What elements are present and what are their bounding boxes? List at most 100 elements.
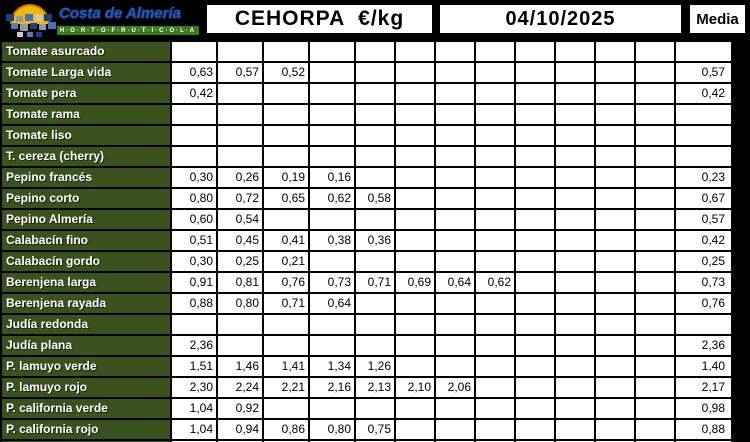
price-cell: [594, 418, 636, 441]
media-cell: 0,57: [674, 208, 733, 231]
report-date: 04/10/2025: [505, 7, 616, 30]
price-cell: [594, 187, 636, 210]
media-cell: 0,23: [674, 166, 733, 189]
price-cell: 0,77: [216, 439, 264, 442]
price-cell: [474, 82, 516, 105]
table-row: P. california rojo 1,04 0,94 0,86 0,80 0,75 0,…: [0, 418, 733, 441]
price-cell: 0,71: [354, 271, 396, 294]
price-cell: [514, 439, 556, 442]
price-cell: [594, 313, 636, 336]
price-cell: [308, 313, 356, 336]
price-cell: 0,54: [216, 208, 264, 231]
price-cell: 0,58: [354, 187, 396, 210]
price-cell: [634, 313, 676, 336]
price-cell: [308, 145, 356, 168]
price-cell: 0,36: [354, 229, 396, 252]
price-cell: [434, 292, 476, 315]
price-cell: [634, 40, 676, 63]
report-title: CEHORPA €/kg: [234, 7, 405, 30]
price-cell: [354, 166, 396, 189]
price-cell: [554, 229, 596, 252]
media-cell: 0,76: [674, 292, 733, 315]
product-label: P. lamuyo verde: [0, 355, 172, 378]
price-cell: 0,92: [216, 397, 264, 420]
price-cell: [554, 103, 596, 126]
price-cell: [514, 229, 556, 252]
brand-logo: Costa de Almería H·O·R·T·O·F·R·U·T·I·C·O…: [2, 1, 202, 39]
price-cell: [434, 229, 476, 252]
price-cell: 0,62: [308, 187, 356, 210]
price-cell: [308, 334, 356, 357]
price-cell: [474, 40, 516, 63]
product-label: Tomate pera: [0, 82, 172, 105]
price-cell: 0,30: [170, 166, 218, 189]
price-cell: 0,19: [262, 166, 310, 189]
product-label: Tomate Larga vida: [0, 61, 172, 84]
table-row: Tomate rama: [0, 103, 733, 126]
price-cell: [262, 145, 310, 168]
media-cell: 0,78: [674, 439, 733, 442]
price-cell: [474, 145, 516, 168]
price-cell: [594, 208, 636, 231]
media-cell: 2,17: [674, 376, 733, 399]
price-cell: 0,81: [216, 271, 264, 294]
price-cell: [474, 229, 516, 252]
price-cell: [354, 439, 396, 442]
price-cell: 0,60: [170, 208, 218, 231]
price-cell: 2,36: [170, 334, 218, 357]
price-cell: [308, 40, 356, 63]
price-cell: [554, 82, 596, 105]
price-cell: [554, 355, 596, 378]
price-cell: 1,26: [354, 355, 396, 378]
price-cell: [262, 208, 310, 231]
price-cell: 0,21: [262, 250, 310, 273]
price-cell: [554, 271, 596, 294]
price-cell: [514, 187, 556, 210]
price-cell: [634, 166, 676, 189]
price-cell: [308, 397, 356, 420]
price-cell: 0,94: [216, 418, 264, 441]
price-cell: [594, 103, 636, 126]
price-cell: [394, 82, 436, 105]
product-label: Pepino francés: [0, 166, 172, 189]
price-cell: 0,69: [394, 271, 436, 294]
price-cell: [394, 229, 436, 252]
price-cell: [514, 313, 556, 336]
price-cell: [474, 250, 516, 273]
table-row: Tomate liso: [0, 124, 733, 147]
price-cell: [474, 355, 516, 378]
media-cell: 0,73: [674, 271, 733, 294]
price-cell: 0,51: [170, 229, 218, 252]
price-cell: [634, 418, 676, 441]
table-row: Pepino francés 0,30 0,26 0,19 0,16 0,23: [0, 166, 733, 189]
product-label: T. cereza (cherry): [0, 145, 172, 168]
price-cell: [554, 418, 596, 441]
price-cell: [170, 313, 218, 336]
price-cell: [216, 103, 264, 126]
price-cell: [594, 334, 636, 357]
price-cell: [308, 250, 356, 273]
price-cell: [594, 292, 636, 315]
price-cell: [394, 250, 436, 273]
price-cell: 0,86: [170, 439, 218, 442]
price-cell: [594, 82, 636, 105]
report-title-box: CEHORPA €/kg: [204, 2, 435, 36]
price-cell: [514, 250, 556, 273]
price-cell: [514, 82, 556, 105]
price-cell: [262, 397, 310, 420]
price-cell: [634, 292, 676, 315]
price-cell: [434, 439, 476, 442]
price-cell: [594, 61, 636, 84]
price-cell: [170, 145, 218, 168]
price-cell: 0,80: [170, 187, 218, 210]
price-cell: [634, 355, 676, 378]
price-cell: [594, 229, 636, 252]
price-cell: [216, 334, 264, 357]
price-cell: 2,24: [216, 376, 264, 399]
table-row: P. lamuyo rojo 2,30 2,24 2,21 2,16 2,13 2,10 2,…: [0, 376, 733, 399]
product-label: P. lamuyo rojo: [0, 376, 172, 399]
table-row: Tomate asurcado: [0, 40, 733, 63]
price-cell: 2,13: [354, 376, 396, 399]
table-row: Judía plana 2,36 2,36: [0, 334, 733, 357]
price-cell: [434, 145, 476, 168]
